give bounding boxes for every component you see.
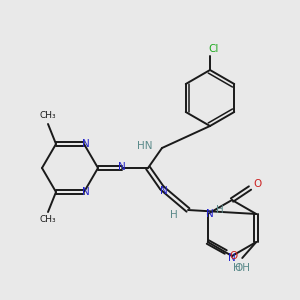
Text: HN: HN [136, 141, 152, 151]
Text: H: H [170, 210, 178, 220]
Text: H: H [216, 205, 224, 215]
Text: N: N [118, 162, 126, 172]
Text: N: N [228, 253, 236, 263]
Text: N: N [82, 139, 90, 149]
Text: Cl: Cl [209, 44, 219, 54]
Text: O: O [230, 251, 238, 261]
Text: N: N [160, 186, 168, 196]
Text: OH: OH [234, 263, 250, 273]
Text: CH₃: CH₃ [40, 215, 56, 224]
Text: H: H [233, 263, 241, 273]
Text: N: N [206, 209, 214, 219]
Text: O: O [254, 179, 262, 189]
Text: CH₃: CH₃ [40, 112, 56, 121]
Text: N: N [82, 187, 90, 197]
